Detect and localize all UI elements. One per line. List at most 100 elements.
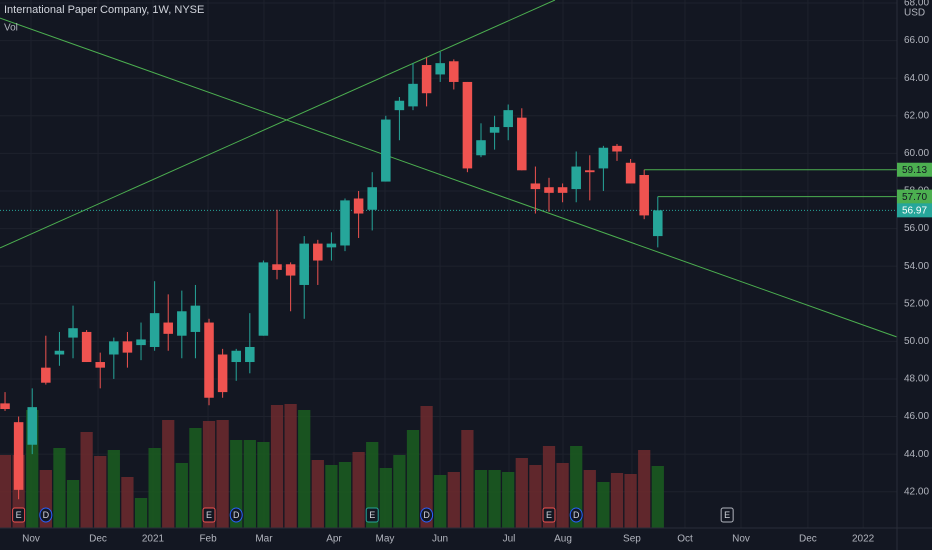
volume-bar (202, 421, 216, 528)
x-tick-label: Dec (89, 534, 107, 545)
volume-bar (556, 463, 569, 528)
event-marker (420, 507, 434, 523)
candle-body (353, 198, 364, 214)
candle-body (41, 367, 51, 383)
volume-bar (406, 430, 420, 528)
candle-body (381, 119, 391, 182)
x-tick-label: Nov (22, 534, 40, 545)
volume-bar (461, 430, 474, 528)
volume-bar (638, 450, 651, 528)
y-tick-label: 64.00 (904, 73, 929, 84)
candle-body (435, 63, 445, 75)
candle-body (190, 305, 201, 332)
x-tick-label: 2022 (852, 534, 875, 545)
candle-body (95, 362, 105, 368)
volume-bar (53, 448, 66, 528)
event-label: D (233, 510, 240, 520)
volume-bar (338, 462, 352, 528)
volume-bar (597, 482, 610, 528)
candle-body (612, 145, 622, 152)
candle-body (109, 341, 119, 355)
volume-bar (134, 498, 148, 528)
trend-line (0, 0, 556, 249)
volume-bar (0, 455, 12, 528)
price-level-label: 59.13 (902, 165, 927, 176)
volume-pane (0, 404, 664, 528)
candle-body (476, 140, 486, 156)
event-marker (569, 507, 583, 523)
candle-body (517, 117, 527, 171)
volume-bar (148, 448, 161, 528)
x-tick-label: Dec (799, 534, 817, 545)
volume-bar (311, 460, 324, 528)
volume-bar (651, 466, 664, 528)
candle-body (272, 264, 282, 270)
candle-body (394, 100, 405, 111)
candle-body (340, 200, 350, 246)
candle-body (530, 183, 541, 190)
candle-body (54, 350, 65, 355)
candle-body (13, 422, 24, 490)
candle-body (0, 403, 10, 410)
volume-bar (488, 470, 501, 528)
event-label: E (16, 510, 22, 520)
event-marker (720, 507, 734, 523)
event-marker (542, 507, 556, 523)
x-tick-label: Apr (326, 534, 342, 545)
candle-body (313, 243, 323, 261)
volume-bar (529, 465, 542, 528)
volume-bar (570, 446, 583, 528)
trend-line (0, 17, 898, 338)
event-label: E (369, 510, 375, 520)
y-tick-label: 50.00 (904, 336, 929, 347)
volume-bar (352, 452, 365, 528)
candles (0, 51, 663, 500)
x-tick-label: May (376, 534, 395, 545)
volume-bar (515, 458, 528, 528)
event-marker (229, 507, 243, 523)
grid (0, 0, 897, 528)
candle-body (299, 243, 309, 285)
candle-body (245, 346, 255, 363)
candle-body (27, 407, 37, 445)
y-tick-label: 68.00 (904, 0, 929, 9)
volume-bar (610, 473, 624, 528)
volume-bar (66, 480, 80, 528)
volume-bar (624, 474, 637, 528)
drawings (0, 0, 898, 338)
y-tick-label: 42.00 (904, 486, 929, 497)
last-price-label: 56.97 (902, 205, 927, 216)
candle-body (367, 187, 377, 210)
volume-bar (107, 450, 120, 528)
candle-body (598, 147, 609, 169)
volume-bar (162, 420, 175, 528)
candle-body (136, 339, 146, 346)
event-label: E (206, 510, 212, 520)
volume-bar (80, 432, 93, 528)
candle-body (285, 264, 296, 276)
volume-bar (284, 404, 297, 528)
x-tick-label: Nov (732, 534, 750, 545)
candle-body (449, 61, 459, 82)
candle-body (217, 354, 228, 393)
candle-body (149, 313, 160, 347)
event-marker (202, 507, 216, 523)
candle-body (503, 110, 513, 128)
volume-bar (434, 475, 447, 528)
candle-body (639, 174, 649, 216)
volume-bar (379, 468, 392, 528)
candle-body (421, 65, 432, 94)
chart-title: International Paper Company, 1W, NYSE (4, 4, 204, 16)
candle-body (625, 162, 636, 184)
price-level-label: 57.70 (902, 192, 927, 203)
y-tick-label: 54.00 (904, 261, 929, 272)
candle-body (462, 81, 473, 169)
volume-bar (393, 455, 406, 528)
candle-body (81, 331, 92, 363)
currency-label: USD (904, 8, 925, 19)
volume-bar (420, 406, 433, 528)
volume-bar (474, 470, 488, 528)
x-tick-label: 2021 (142, 534, 165, 545)
